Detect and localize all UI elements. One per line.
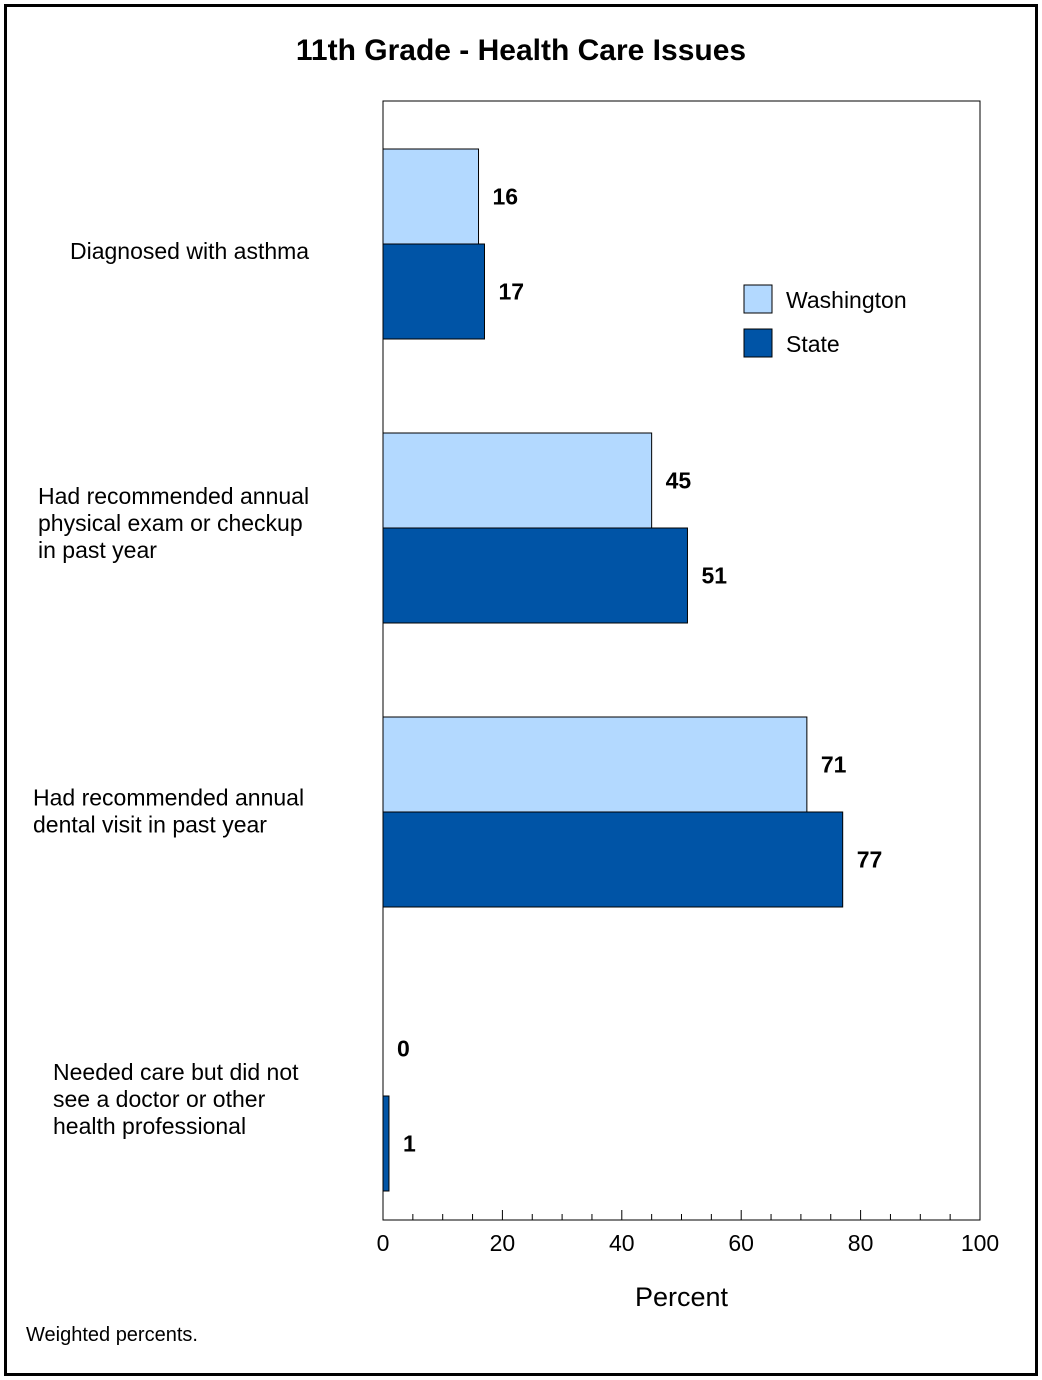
x-tick-label: 0 [377,1230,390,1256]
data-label: 17 [498,279,524,305]
x-tick-label: 20 [490,1230,516,1256]
legend-swatch-washington [743,284,773,314]
category-label: Needed care but did not [53,1059,299,1085]
category-label: in past year [38,537,157,563]
category-label: physical exam or checkup [38,510,303,536]
data-label: 0 [397,1036,410,1062]
bar-state [382,811,844,908]
legend-swatch-state [743,328,773,358]
bar-washington [382,148,480,245]
bar-state [382,243,485,340]
x-tick-label: 100 [961,1230,999,1256]
data-label: 45 [666,468,692,494]
chart-title: 11th Grade - Health Care Issues [295,34,747,67]
category-label: health professional [53,1113,246,1139]
data-label: 1 [403,1131,416,1157]
chart-frame [4,4,1038,1376]
bar-state [382,1095,390,1192]
x-tick-label: 40 [609,1230,635,1256]
data-label: 16 [493,184,519,210]
footnote: Weighted percents. [26,1324,198,1346]
category-label: see a doctor or other [53,1086,266,1112]
bar-washington [382,432,653,529]
category-label: dental visit in past year [33,812,267,838]
x-axis-title: Percent [635,1282,729,1312]
x-tick-label: 80 [848,1230,874,1256]
category-label: Diagnosed with asthma [70,238,309,264]
legend-label: State [786,331,840,357]
data-label: 77 [857,847,883,873]
data-label: 51 [701,563,727,589]
bar-state [382,527,688,624]
legend-label: Washington [786,287,907,313]
bar-washington [382,716,808,813]
data-label: 71 [821,752,847,778]
category-label: Had recommended annual [33,785,304,811]
x-tick-label: 60 [728,1230,754,1256]
category-label: Had recommended annual [38,483,309,509]
